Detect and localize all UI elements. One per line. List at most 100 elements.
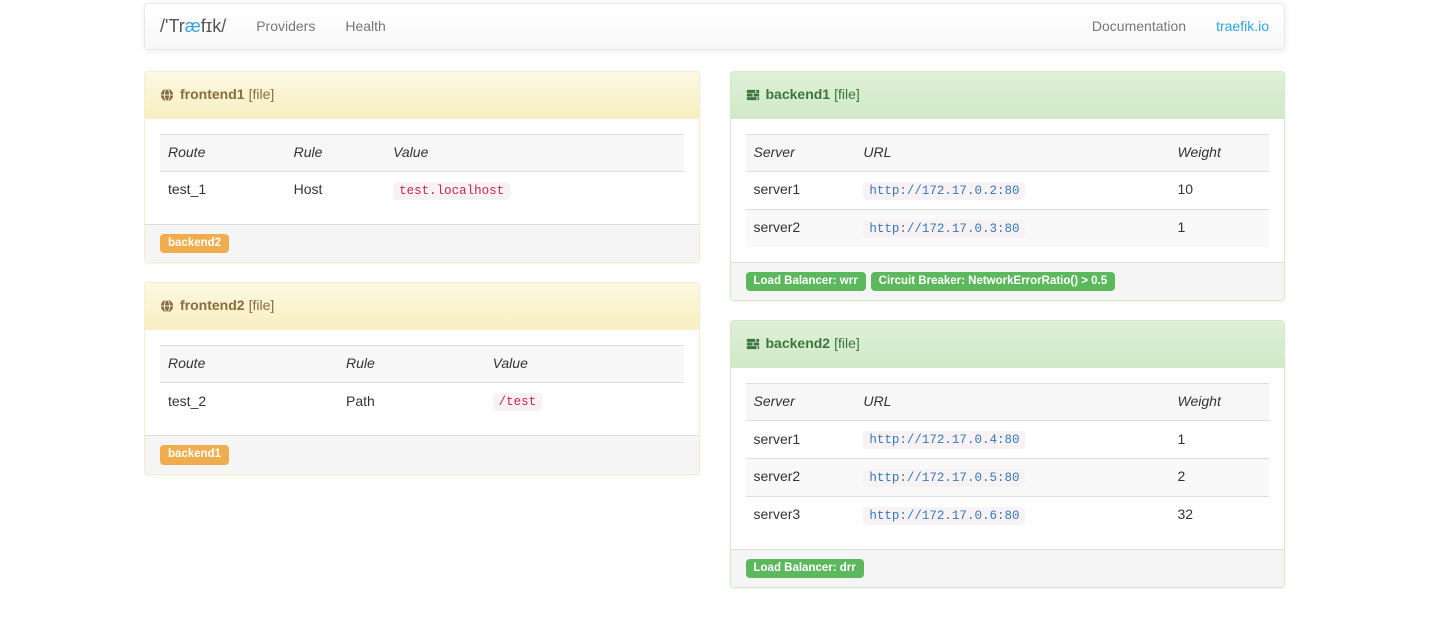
value-cell: test.localhost — [385, 171, 683, 208]
server-cell: server2 — [745, 457, 856, 497]
rule-cell: Path — [345, 392, 375, 409]
page-container: /'Tr æ fɪk/ Providers Health Documentation… — [144, 3, 1285, 607]
server-cell: server1 — [753, 430, 801, 447]
panel-frontend1-footer: backend2 — [145, 223, 699, 263]
url-cell: http://172.17.0.6:80 — [855, 495, 1170, 534]
provider-tag: [file] — [248, 86, 275, 102]
content-row: frontend1 [file] Route Rule Value — [144, 71, 1285, 607]
panel-backend2-body: Server URL Weight server1 http://172.17.… — [731, 368, 1285, 549]
backend-link-badge: backend1 — [160, 445, 230, 465]
column-header-url: URL — [855, 383, 1170, 422]
navbar-right-nav: Documentation traefik.io — [1077, 4, 1284, 49]
panel-backend2: backend2 [file] Server URL Weight — [729, 320, 1285, 589]
panel-frontend1-heading: frontend1 [file] — [145, 72, 699, 119]
weight-cell: 10 — [1177, 181, 1194, 198]
nav-item-documentation[interactable]: Documentation — [1091, 17, 1187, 34]
column-header-value: Value — [484, 345, 684, 384]
navbar: /'Tr æ fɪk/ Providers Health Documentation… — [144, 3, 1285, 50]
column-header-url: URL — [855, 133, 1170, 172]
frontends-column: frontend1 [file] Route Rule Value — [144, 71, 700, 494]
weight-cell: 32 — [1169, 495, 1269, 534]
url-cell: http://172.17.0.3:80 — [855, 208, 1170, 247]
column-header-rule: Rule — [337, 345, 485, 384]
panel-backend2-heading: backend2 [file] — [730, 321, 1284, 369]
value-cell: /test — [485, 383, 684, 420]
rule-cell: Host — [293, 181, 323, 198]
route-cell: test_2 — [168, 392, 207, 409]
brand-text-accent: æ — [184, 15, 201, 36]
globe-icon — [160, 88, 174, 102]
column-header-route: Route — [160, 133, 286, 172]
panel-frontend1-body: Route Rule Value test_1 Host test.localh… — [145, 119, 699, 224]
value-code: test.localhost — [393, 181, 511, 200]
table-row: server2 http://172.17.0.5:80 2 — [745, 457, 1269, 497]
provider-tag: [file] — [834, 335, 860, 352]
route-cell: test_1 — [168, 181, 207, 198]
weight-cell: 2 — [1169, 457, 1269, 497]
weight-cell: 1 — [1169, 208, 1269, 247]
table-row: server3 http://172.17.0.6:80 32 — [745, 495, 1269, 534]
nav-item-health[interactable]: Health — [345, 17, 386, 34]
panel-title: frontend1 — [180, 86, 245, 102]
globe-icon — [160, 299, 174, 313]
panel-backend2-footer: Load Balancer: drr — [730, 548, 1284, 588]
table-header-row: Server URL Weight — [745, 383, 1269, 422]
column-header-server: Server — [745, 133, 856, 172]
tasks-icon — [746, 337, 760, 351]
value-code: /test — [492, 393, 543, 412]
table-row: server2 http://172.17.0.3:80 1 — [745, 208, 1269, 247]
circuit-breaker-badge: Circuit Breaker: NetworkErrorRatio() > 0… — [870, 271, 1116, 292]
provider-tag: [file] — [834, 86, 860, 102]
panel-title: backend1 — [765, 86, 831, 102]
table-row: server1 http://172.17.0.4:80 1 — [746, 421, 1270, 459]
table-header-row: Route Rule Value — [160, 133, 684, 172]
url-code[interactable]: http://172.17.0.2:80 — [863, 181, 1026, 200]
column-header-weight: Weight — [1169, 133, 1269, 172]
table-header-row: Route Rule Value — [160, 345, 684, 384]
panel-backend1-body: Server URL Weight server1 http://172.17.… — [731, 119, 1285, 262]
routes-table: Route Rule Value test_2 Path /test — [160, 345, 684, 420]
weight-cell: 1 — [1177, 430, 1186, 447]
backends-column: backend1 [file] Server URL Weight — [729, 71, 1285, 607]
column-header-route: Route — [160, 345, 338, 384]
brand-text-post: fɪk/ — [200, 15, 227, 36]
table-header-row: Server URL Weight — [745, 133, 1269, 172]
panel-frontend2: frontend2 [file] Route Rule Value — [144, 282, 700, 475]
nav-item-providers[interactable]: Providers — [256, 17, 316, 34]
tasks-icon — [746, 88, 760, 102]
url-code[interactable]: http://172.17.0.6:80 — [863, 506, 1026, 525]
brand-text-pre: /'Tr — [160, 15, 185, 36]
column-header-rule: Rule — [285, 133, 386, 172]
panel-title: backend2 — [765, 335, 831, 352]
url-code[interactable]: http://172.17.0.5:80 — [863, 468, 1026, 487]
routes-table: Route Rule Value test_1 Host test.localh… — [160, 133, 684, 209]
column-header-weight: Weight — [1169, 383, 1269, 422]
panel-backend1-heading: backend1 [file] — [730, 72, 1284, 119]
column-header-value: Value — [385, 133, 684, 172]
url-cell: http://172.17.0.4:80 — [855, 421, 1169, 459]
url-cell: http://172.17.0.2:80 — [855, 171, 1169, 209]
table-row: server1 http://172.17.0.2:80 10 — [746, 171, 1270, 209]
servers-table: Server URL Weight server1 http://172.17.… — [745, 133, 1270, 247]
panel-frontend2-body: Route Rule Value test_2 Path /test — [145, 330, 699, 435]
provider-tag: [file] — [248, 297, 275, 314]
server-cell: server1 — [753, 181, 801, 198]
url-cell: http://172.17.0.5:80 — [855, 457, 1170, 497]
table-row: test_1 Host test.localhost — [160, 171, 684, 208]
table-row: test_2 Path /test — [160, 383, 684, 420]
navbar-brand[interactable]: /'Tr æ fɪk/ — [145, 4, 241, 49]
load-balancer-badge: Load Balancer: wrr — [745, 271, 866, 292]
panel-backend1: backend1 [file] Server URL Weight — [729, 71, 1285, 302]
url-code[interactable]: http://172.17.0.4:80 — [863, 431, 1026, 450]
servers-table: Server URL Weight server1 http://172.17.… — [745, 383, 1270, 534]
panel-title: frontend2 — [180, 297, 245, 314]
server-cell: server3 — [745, 495, 856, 534]
url-code[interactable]: http://172.17.0.3:80 — [863, 219, 1026, 238]
panel-frontend1: frontend1 [file] Route Rule Value — [144, 71, 700, 264]
nav-item-traefik-io[interactable]: traefik.io — [1216, 17, 1269, 34]
backend-link-badge: backend2 — [160, 233, 230, 254]
panel-backend1-footer: Load Balancer: wrr Circuit Breaker: Netw… — [730, 261, 1284, 301]
load-balancer-badge: Load Balancer: drr — [745, 558, 864, 579]
panel-frontend2-footer: backend1 — [145, 435, 699, 474]
column-header-server: Server — [745, 383, 856, 422]
